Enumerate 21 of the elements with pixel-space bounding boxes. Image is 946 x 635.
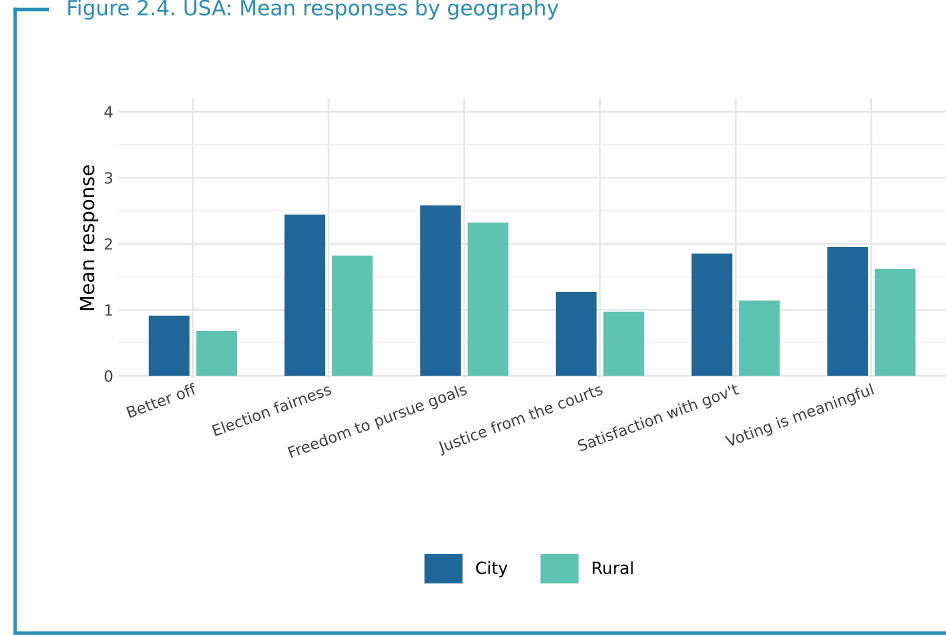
bar bbox=[196, 330, 237, 376]
bar bbox=[148, 316, 190, 376]
x-tick-label: Better off bbox=[126, 382, 198, 418]
y-axis-title: Mean response bbox=[80, 165, 98, 310]
legend-label: Rural bbox=[592, 561, 633, 574]
y-tick-label: 2 bbox=[104, 238, 112, 250]
bar bbox=[420, 205, 461, 376]
bar bbox=[692, 254, 732, 376]
bar bbox=[874, 268, 916, 376]
legend-label: City bbox=[476, 561, 508, 578]
y-tick-label: 1 bbox=[105, 304, 112, 316]
bar bbox=[284, 214, 326, 376]
bar bbox=[739, 300, 780, 376]
bar bbox=[332, 256, 373, 376]
y-tick-label: 3 bbox=[104, 172, 112, 184]
bar bbox=[827, 247, 868, 376]
bar bbox=[468, 222, 508, 376]
y-tick-label: 0 bbox=[104, 370, 112, 382]
bar bbox=[603, 312, 644, 376]
bar bbox=[556, 292, 597, 376]
y-tick-label: 4 bbox=[104, 106, 113, 118]
